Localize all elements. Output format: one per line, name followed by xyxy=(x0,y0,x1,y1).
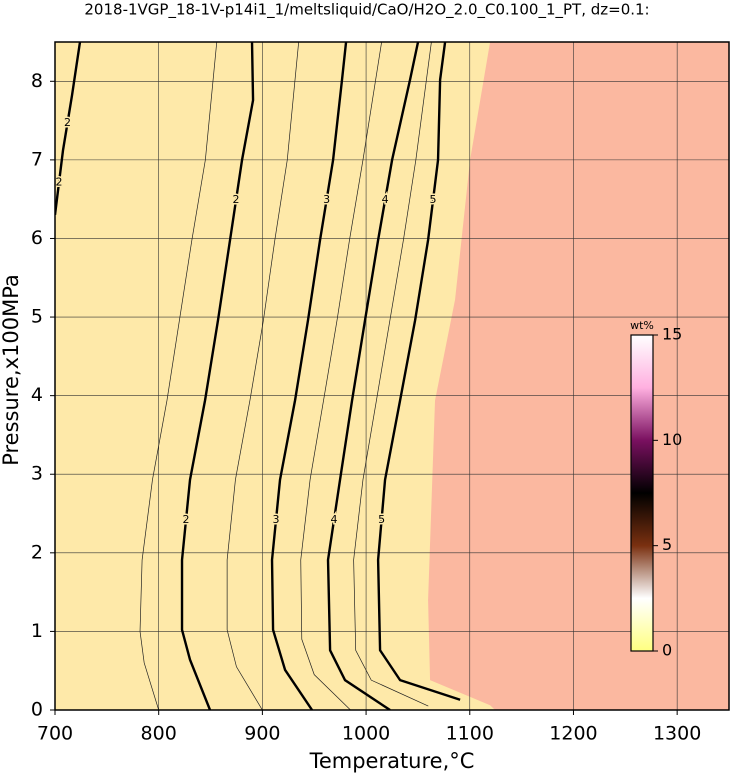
y-axis-label: Pressure,x100MPa xyxy=(0,274,23,466)
minor-contour xyxy=(226,42,300,710)
x-tick-label: 1300 xyxy=(653,723,701,745)
x-tick-label: 1000 xyxy=(342,723,390,745)
x-tick-label: 1200 xyxy=(549,723,597,745)
contour-label: 3 xyxy=(323,193,330,206)
minor-contour xyxy=(139,42,218,710)
contour-label: 3 xyxy=(273,513,280,526)
contour-line xyxy=(180,42,255,710)
contour-label: 4 xyxy=(331,513,338,526)
y-tick-label: 0 xyxy=(31,699,43,721)
contour-label: 5 xyxy=(378,513,385,526)
plot-frame xyxy=(54,41,730,711)
contour-label: 2 xyxy=(233,193,240,206)
contour-label: 5 xyxy=(430,193,437,206)
colorbar-tick-label: 15 xyxy=(662,325,682,344)
colorbar xyxy=(630,334,654,652)
x-tick-label: 700 xyxy=(37,723,73,745)
contour-line xyxy=(270,42,348,710)
x-axis-label: Temperature,°C xyxy=(309,749,475,773)
y-tick-label: 3 xyxy=(31,463,43,485)
x-tick-label: 900 xyxy=(244,723,280,745)
chart-title: 2018-1VGP_18-1V-p14i1_1/meltsliquid/CaO/… xyxy=(84,1,649,20)
x-tick-label: 800 xyxy=(141,723,177,745)
x-tick-label: 1100 xyxy=(446,723,494,745)
contour-line xyxy=(55,42,82,216)
y-tick-label: 8 xyxy=(31,70,43,92)
contour-label: 2 xyxy=(64,116,71,129)
region xyxy=(428,42,729,710)
colorbar-tick-label: 10 xyxy=(662,430,682,449)
contour-label: 4 xyxy=(382,193,389,206)
y-tick-label: 6 xyxy=(31,227,43,249)
plot-area: 2 2 2 2 3 3 4 4 5 5 xyxy=(55,42,729,710)
colorbar-label: wt% xyxy=(630,319,654,332)
contour-label: 2 xyxy=(55,176,62,189)
y-tick-label: 2 xyxy=(31,541,43,563)
contour-label: 2 xyxy=(183,513,190,526)
colorbar-tick-label: 5 xyxy=(662,535,672,554)
minor-contour xyxy=(353,42,432,707)
y-tick-label: 4 xyxy=(31,384,43,406)
y-tick-label: 7 xyxy=(31,148,43,170)
contour-line xyxy=(376,42,461,701)
y-tick-label: 1 xyxy=(31,620,43,642)
y-tick-label: 5 xyxy=(31,306,43,328)
contour-line xyxy=(326,42,420,710)
minor-contour xyxy=(300,42,382,710)
colorbar-tick-label: 0 xyxy=(662,641,672,660)
